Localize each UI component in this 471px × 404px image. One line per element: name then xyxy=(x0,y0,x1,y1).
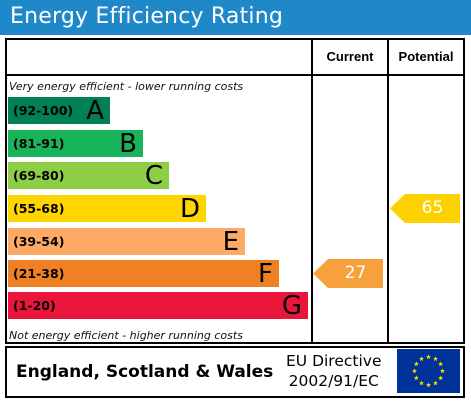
band-letter: C xyxy=(144,161,163,191)
current-arrow-fill xyxy=(313,259,383,288)
current-rating-value: 27 xyxy=(344,263,367,283)
current-arrow-shape xyxy=(313,259,383,288)
eu-directive: EU Directive 2002/91/EC xyxy=(286,351,382,391)
column-divider xyxy=(311,38,313,344)
band-range: (69-80) xyxy=(13,168,65,183)
band-d: (55-68) D xyxy=(8,194,206,224)
eu-star xyxy=(413,361,419,367)
eu-star xyxy=(419,356,424,361)
band-b: (81-91) B xyxy=(8,129,143,159)
band-a: (92-100) A xyxy=(8,96,110,126)
chart-title: Energy Efficiency Rating xyxy=(10,4,284,29)
eu-stars xyxy=(412,354,445,388)
eu-star xyxy=(433,356,438,361)
band-letter: A xyxy=(86,96,104,126)
header-divider xyxy=(5,74,465,76)
eu-star xyxy=(413,375,419,381)
band-range: (55-68) xyxy=(13,201,65,216)
band-range: (21-38) xyxy=(13,266,65,281)
potential-column-header: Potential xyxy=(398,49,454,64)
top-caption: Very energy efficient - lower running co… xyxy=(9,80,244,93)
column-divider xyxy=(387,38,389,344)
footer-region: England, Scotland & Wales xyxy=(16,362,274,382)
eu-star xyxy=(438,375,444,381)
eu-star xyxy=(440,368,445,374)
band-letter: F xyxy=(258,259,273,289)
band-g: (1-20) G xyxy=(8,291,308,321)
band-letter: G xyxy=(281,291,302,321)
footer xyxy=(5,346,465,398)
potential-arrow-fill xyxy=(390,194,460,223)
potential-arrow-shape xyxy=(390,194,460,223)
eu-star xyxy=(438,361,444,367)
rating-chart-frame xyxy=(5,38,465,344)
eu-directive-line1: EU Directive xyxy=(286,352,382,370)
band-range: (1-20) xyxy=(13,298,56,313)
potential-rating-arrow: 65 xyxy=(390,194,460,228)
band-range: (39-54) xyxy=(13,234,65,249)
band-range: (81-91) xyxy=(13,136,65,151)
band-c: (69-80) C xyxy=(8,161,169,191)
band-letter: E xyxy=(222,227,239,257)
eu-star xyxy=(426,354,431,360)
eu-flag-icon xyxy=(397,349,460,393)
eu-star xyxy=(412,368,417,374)
eu-star xyxy=(419,380,424,386)
current-column-header: Current xyxy=(326,49,374,64)
eu-star xyxy=(433,380,438,386)
band-letter: B xyxy=(119,129,137,159)
title-bar: Energy Efficiency Rating xyxy=(0,0,471,35)
eu-star xyxy=(426,382,431,388)
potential-rating-value: 65 xyxy=(421,198,444,218)
band-range: (92-100) xyxy=(13,103,74,118)
band-letter: D xyxy=(179,194,200,224)
eu-directive-line2: 2002/91/EC xyxy=(288,372,379,390)
band-e: (39-54) E xyxy=(8,227,245,257)
current-rating-arrow: 27 xyxy=(313,259,383,293)
band-f: (21-38) F xyxy=(8,259,279,289)
bottom-caption: Not energy efficient - higher running co… xyxy=(9,329,243,342)
